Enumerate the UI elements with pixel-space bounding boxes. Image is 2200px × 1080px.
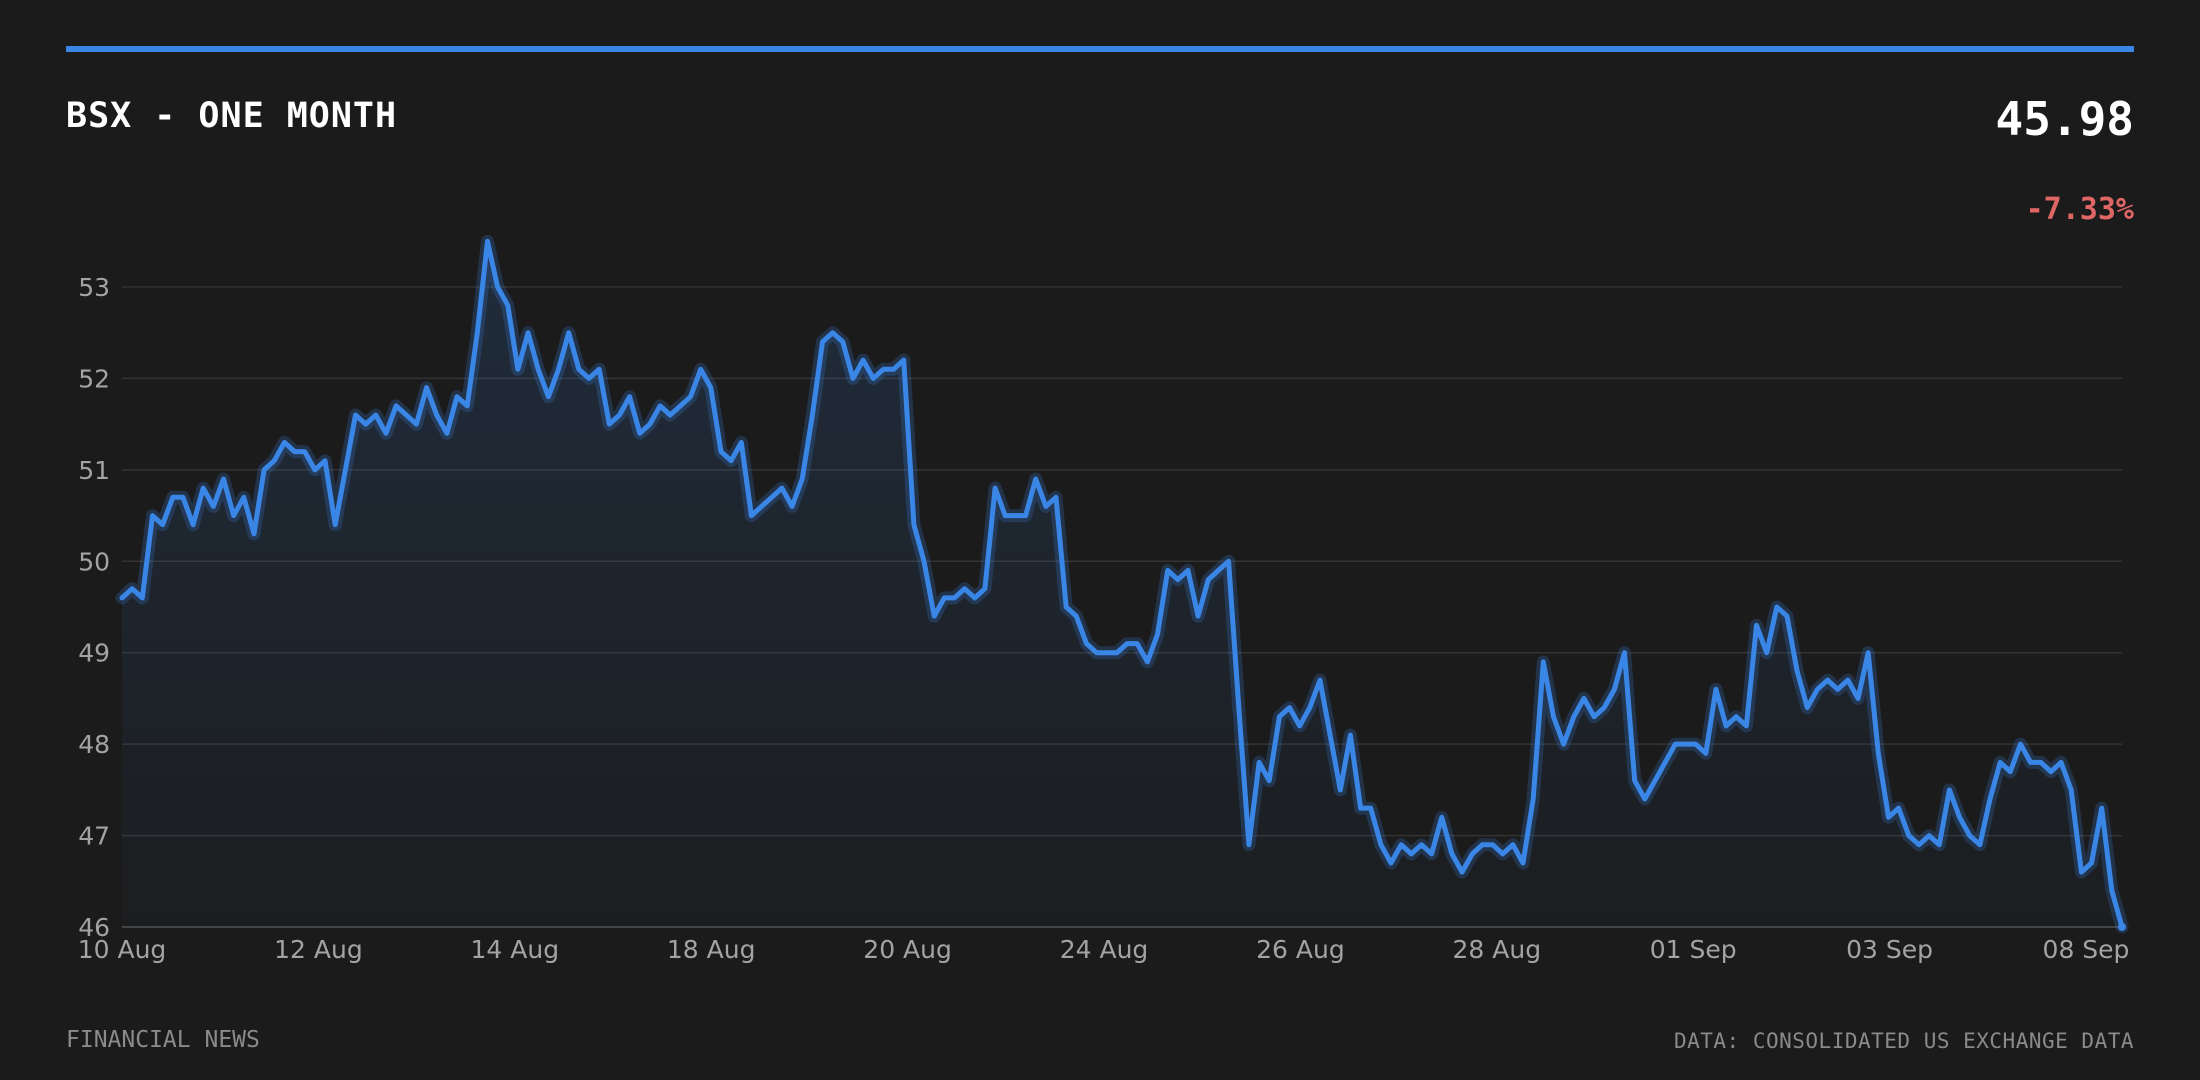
y-tick-label: 49 [78,639,110,668]
x-tick-label: 20 Aug [863,935,952,964]
top-accent-rule [66,46,2134,52]
x-tick-label: 12 Aug [274,935,363,964]
y-axis: 46 47 48 49 50 51 52 53 [78,273,110,942]
x-tick-label: 28 Aug [1453,935,1542,964]
y-tick-label: 50 [78,547,110,576]
x-tick-label: 26 Aug [1256,935,1345,964]
price-line [119,238,2125,930]
last-point [2118,923,2126,931]
y-tick-label: 53 [78,273,110,302]
price-area-fill [122,241,2122,928]
y-tick-label: 52 [78,364,110,393]
x-tick-label: 08 Sep [2043,935,2130,964]
x-tick-label: 03 Sep [1846,935,1933,964]
y-tick-label: 51 [78,456,110,485]
footer-publisher: FINANCIAL NEWS [66,1027,260,1053]
chart-title: BSX - ONE MONTH [66,96,398,136]
price-chart: 46 47 48 49 50 51 52 53 10 Aug 12 Aug 14 Aug 18 Au… [78,234,2130,964]
x-tick-label: 14 Aug [471,935,560,964]
footer-data-source: DATA: CONSOLIDATED US EXCHANGE DATA [1673,1029,2134,1053]
x-tick-label: 24 Aug [1060,935,1149,964]
price-change-percent: -7.33% [2025,192,2134,227]
y-tick-label: 48 [78,730,110,759]
x-tick-label: 10 Aug [78,935,167,964]
last-price: 45.98 [1995,92,2134,146]
y-tick-label: 46 [78,913,110,942]
x-axis: 10 Aug 12 Aug 14 Aug 18 Aug 20 Aug 24 Aug 26 A… [78,935,2130,964]
x-tick-label: 18 Aug [667,935,756,964]
x-tick-label: 01 Sep [1650,935,1737,964]
y-tick-label: 47 [78,822,110,851]
